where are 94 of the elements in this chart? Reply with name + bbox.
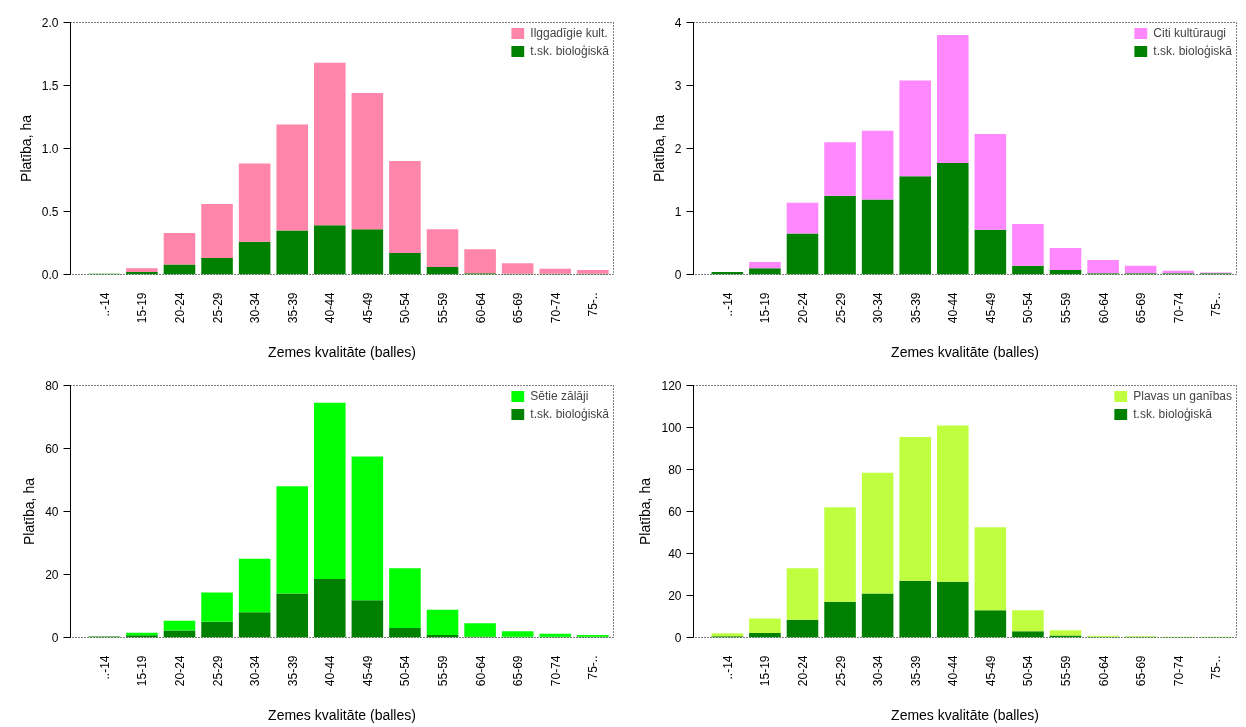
x-tick-label: 20-24 <box>172 292 187 324</box>
legend-label: Sētie zālāji <box>530 389 589 403</box>
x-tick-label: 65-69 <box>511 292 526 324</box>
y-tick-label: 4 <box>674 16 682 30</box>
y-tick-label: 20 <box>668 589 682 603</box>
x-tick-label: 35-39 <box>285 292 300 324</box>
x-tick-label: 30-34 <box>248 655 263 687</box>
x-tick-label: 25-29 <box>210 655 225 687</box>
y-tick-label: 0 <box>674 631 682 645</box>
x-tick-label: 45-49 <box>360 655 375 687</box>
x-tick-label: 30-34 <box>871 655 886 687</box>
y-tick-label: 1.5 <box>41 79 59 93</box>
y-tick-label: 120 <box>661 379 682 393</box>
x-tick-label: 75-.. <box>1209 655 1224 680</box>
y-tick-label: 1 <box>674 205 682 219</box>
x-tick-label: 40-44 <box>946 292 961 324</box>
x-tick-label: 40-44 <box>323 292 338 324</box>
x-tick-label: ..-14 <box>97 655 112 680</box>
x-tick-label: 40-44 <box>946 655 961 687</box>
x-tick-label: 50-54 <box>398 292 413 324</box>
x-tick-label: 35-39 <box>285 655 300 687</box>
y-tick-label: 0.0 <box>41 268 59 282</box>
x-tick-label: 25-29 <box>833 655 848 687</box>
x-tick-label: 60-64 <box>1096 292 1111 324</box>
x-tick-label: 35-39 <box>908 292 923 324</box>
x-tick-label: 65-69 <box>1134 655 1149 687</box>
x-tick-label: 20-24 <box>172 655 187 687</box>
x-tick-label: 75-.. <box>586 292 601 317</box>
y-tick-label: 40 <box>45 505 59 519</box>
y-tick-label: 0 <box>51 631 59 645</box>
x-tick-label: ..-14 <box>97 292 112 317</box>
x-tick-label: 60-64 <box>1096 655 1111 687</box>
x-tick-label: 70-74 <box>548 292 563 324</box>
x-tick-label: 40-44 <box>323 655 338 687</box>
x-tick-label: 25-29 <box>833 292 848 324</box>
x-tick-label: 75-.. <box>1209 292 1224 317</box>
x-tick-label: 60-64 <box>473 292 488 324</box>
y-tick-label: 3 <box>674 79 682 93</box>
x-tick-label: 45-49 <box>983 292 998 324</box>
x-tick-label: 55-59 <box>1059 655 1074 687</box>
x-tick-label: 70-74 <box>1171 292 1186 324</box>
x-tick-label: 50-54 <box>398 655 413 687</box>
x-axis-title: Zemes kvalitāte (balles) <box>268 344 416 361</box>
x-tick-label: 65-69 <box>511 655 526 687</box>
x-tick-label: 60-64 <box>473 655 488 687</box>
legend-label: t.sk. bioloģiskā <box>530 44 609 58</box>
y-tick-label: 2 <box>674 142 682 156</box>
x-tick-label: 15-19 <box>135 655 150 687</box>
y-tick-label: 0.5 <box>41 205 59 219</box>
legend-label: t.sk. bioloģiskā <box>1153 44 1232 58</box>
x-tick-label: 50-54 <box>1021 655 1036 687</box>
x-tick-label: 65-69 <box>1134 292 1149 324</box>
y-axis-title: Platība, ha <box>650 114 667 182</box>
y-tick-label: 2.0 <box>41 16 59 30</box>
x-tick-label: 55-59 <box>1059 292 1074 324</box>
y-axis-title: Platība, ha <box>21 477 38 545</box>
y-tick-label: 0 <box>674 268 682 282</box>
y-tick-label: 60 <box>45 442 59 456</box>
x-axis-title: Zemes kvalitāte (balles) <box>268 707 416 724</box>
y-axis-title: Platība, ha <box>637 477 654 545</box>
y-axis-title: Platība, ha <box>17 114 34 182</box>
x-tick-label: 20-24 <box>795 292 810 324</box>
x-axis-title: Zemes kvalitāte (balles) <box>891 707 1039 724</box>
y-tick-label: 80 <box>45 379 59 393</box>
x-tick-label: 15-19 <box>135 292 150 324</box>
y-tick-label: 100 <box>661 421 682 435</box>
x-tick-label: 15-19 <box>758 292 773 324</box>
legend-label: Ilggadīgie kult. <box>530 26 608 40</box>
x-tick-label: ..-14 <box>720 292 735 317</box>
y-tick-label: 1.0 <box>41 142 59 156</box>
legend-label: t.sk. bioloģiskā <box>1133 407 1212 421</box>
x-tick-label: 70-74 <box>1171 655 1186 687</box>
x-tick-label: 75-.. <box>586 655 601 680</box>
x-tick-label: 45-49 <box>360 292 375 324</box>
y-tick-label: 20 <box>45 568 59 582</box>
x-tick-label: ..-14 <box>720 655 735 680</box>
x-tick-label: 50-54 <box>1021 292 1036 324</box>
x-tick-label: 20-24 <box>795 655 810 687</box>
legend-label: t.sk. bioloģiskā <box>530 407 609 421</box>
y-tick-label: 60 <box>668 505 682 519</box>
y-tick-label: 40 <box>668 547 682 561</box>
x-tick-label: 55-59 <box>436 655 451 687</box>
x-tick-label: 30-34 <box>871 292 886 324</box>
legend-label: Plavas un ganības <box>1133 389 1232 403</box>
x-tick-label: 55-59 <box>436 292 451 324</box>
x-tick-label: 35-39 <box>908 655 923 687</box>
y-tick-label: 80 <box>668 463 682 477</box>
legend-label: Citi kultūraugi <box>1153 26 1226 40</box>
x-axis-title: Zemes kvalitāte (balles) <box>891 344 1039 361</box>
x-tick-label: 70-74 <box>548 655 563 687</box>
x-tick-label: 45-49 <box>983 655 998 687</box>
x-tick-label: 25-29 <box>210 292 225 324</box>
x-tick-label: 30-34 <box>248 292 263 324</box>
x-tick-label: 15-19 <box>758 655 773 687</box>
